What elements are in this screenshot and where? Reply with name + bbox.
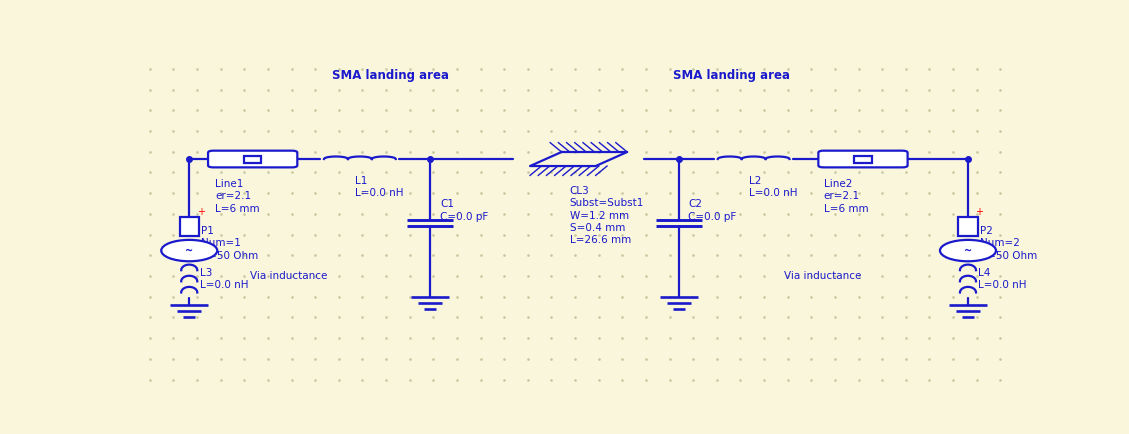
Text: SMA landing area: SMA landing area [673,69,790,82]
Text: P2
Num=2
Z=50 Ohm: P2 Num=2 Z=50 Ohm [980,226,1038,261]
Bar [959,217,978,236]
Text: L1
L=0.0 nH: L1 L=0.0 nH [356,176,404,198]
Text: Via inductance: Via inductance [785,271,861,281]
Text: P1
Num=1
Z=50 Ohm: P1 Num=1 Z=50 Ohm [201,226,259,261]
Ellipse shape [940,240,996,261]
Text: ~: ~ [964,246,972,256]
Text: Via inductance: Via inductance [251,271,327,281]
Bar [244,155,261,162]
FancyBboxPatch shape [819,151,908,168]
Text: Line2
er=2.1
L=6 mm: Line2 er=2.1 L=6 mm [824,179,868,214]
Text: SMA landing area: SMA landing area [332,69,449,82]
Text: +: + [975,207,983,217]
Text: L2
L=0.0 nH: L2 L=0.0 nH [750,176,798,198]
Bar [180,217,199,236]
Text: CL3
Subst=Subst1
W=1.2 mm
S=0.4 mm
L=26.6 mm: CL3 Subst=Subst1 W=1.2 mm S=0.4 mm L=26.… [570,186,645,245]
FancyBboxPatch shape [208,151,297,168]
Bar [855,155,872,162]
Text: ~: ~ [185,246,193,256]
Text: C1
C=0.0 pF: C1 C=0.0 pF [440,199,489,221]
Text: L4
L=0.0 nH: L4 L=0.0 nH [979,268,1027,290]
Text: L3
L=0.0 nH: L3 L=0.0 nH [200,268,248,290]
Text: Line1
er=2.1
L=6 mm: Line1 er=2.1 L=6 mm [216,179,260,214]
Ellipse shape [161,240,217,261]
Text: C2
C=0.0 pF: C2 C=0.0 pF [688,199,736,221]
Text: +: + [196,207,204,217]
